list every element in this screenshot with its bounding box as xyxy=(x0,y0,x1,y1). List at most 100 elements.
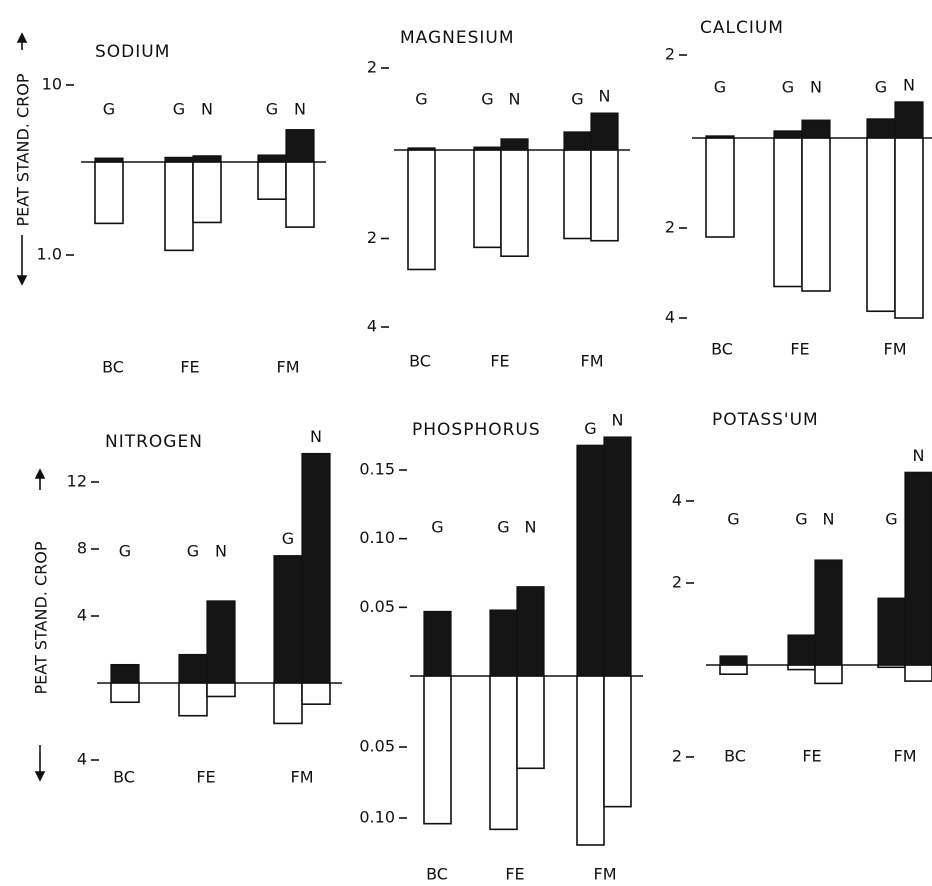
series-label: G xyxy=(481,90,493,109)
x-tick-label: BC xyxy=(113,768,135,787)
series-label: G xyxy=(571,90,583,109)
chart-title: POTASS'UM xyxy=(712,410,819,430)
peat-bar xyxy=(110,682,140,704)
chart-title: MAGNESIUM xyxy=(400,28,515,48)
y-tick-label: 12 xyxy=(67,472,87,491)
crop-bar xyxy=(773,130,803,139)
crop-bar xyxy=(904,471,932,666)
crop-bar xyxy=(719,655,748,666)
x-tick-label: FE xyxy=(196,768,215,787)
crop-bar xyxy=(516,586,545,677)
x-tick-label: FE xyxy=(802,747,821,766)
series-label: G xyxy=(795,510,807,529)
y-tick-label: 8 xyxy=(77,539,87,558)
peat-bar xyxy=(285,161,315,228)
series-label: N xyxy=(903,75,915,94)
series-label: N xyxy=(201,100,213,119)
x-tick-label: BC xyxy=(711,340,733,359)
chart-title: SODIUM xyxy=(95,42,170,62)
crop-bar xyxy=(563,131,592,151)
series-label: G xyxy=(584,419,596,438)
y-tick-label: 4 xyxy=(665,308,675,327)
peat-bar xyxy=(590,149,619,242)
crop-bar xyxy=(705,135,735,139)
series-label: N xyxy=(509,90,521,109)
series-label: N xyxy=(525,518,537,537)
series-label: G xyxy=(497,518,509,537)
x-tick-label: FM xyxy=(276,358,299,377)
crop-bar xyxy=(801,119,831,139)
crop-bar xyxy=(164,156,194,163)
peat-bar xyxy=(164,161,194,252)
y-tick-label: 0.05 xyxy=(359,737,395,756)
y-tick-label: 2 xyxy=(672,573,682,592)
peat-bar xyxy=(719,664,748,675)
peat-bar xyxy=(814,664,843,685)
peat-bar xyxy=(705,137,735,238)
crop-bar xyxy=(110,663,140,684)
x-tick-label: FM xyxy=(893,747,916,766)
y-tick-label: 2 xyxy=(672,747,682,766)
series-label: G xyxy=(119,542,131,561)
y-axis-label: PEAT STAND. CROP xyxy=(32,541,51,694)
series-label: G xyxy=(415,90,427,109)
y-tick-label: 2 xyxy=(367,58,377,77)
series-label: G xyxy=(714,78,726,97)
peat-bar xyxy=(773,137,803,288)
crop-bar xyxy=(178,653,208,684)
peat-bar xyxy=(516,675,545,770)
x-tick-label: FM xyxy=(580,352,603,371)
crop-bar xyxy=(257,154,287,163)
crop-bar xyxy=(407,147,436,151)
arrows xyxy=(16,32,46,782)
series-label: G xyxy=(727,510,739,529)
y-tick-label: 4 xyxy=(672,491,682,510)
peat-bar xyxy=(178,682,208,717)
y-tick-label: 0.10 xyxy=(359,808,395,827)
x-tick-label: BC xyxy=(724,747,746,766)
series-label: G xyxy=(431,518,443,537)
x-tick-label: BC xyxy=(409,352,431,371)
peat-bar xyxy=(206,682,236,698)
peat-bar xyxy=(301,682,331,705)
x-tick-label: FE xyxy=(180,358,199,377)
y-axis-label: PEAT STAND. CROP xyxy=(14,73,33,226)
series-label: N xyxy=(612,411,624,430)
crop-bar xyxy=(301,452,331,684)
peat-bar xyxy=(866,137,896,313)
series-label: G xyxy=(282,529,294,548)
crop-bar xyxy=(206,600,236,684)
x-tick-label: FE xyxy=(790,340,809,359)
series-label: N xyxy=(599,87,611,106)
crop-bar xyxy=(285,129,315,163)
series-label: G xyxy=(875,78,887,97)
series-label: N xyxy=(913,446,925,465)
series-label: G xyxy=(266,100,278,119)
crop-bar xyxy=(192,155,222,163)
peat-bar xyxy=(904,664,932,682)
peat-bar xyxy=(500,149,529,257)
crop-bar xyxy=(590,112,619,151)
peat-bar xyxy=(801,137,831,292)
crop-bar xyxy=(94,157,124,163)
crop-bar xyxy=(473,146,502,151)
series-label: G xyxy=(885,510,897,529)
peat-bar xyxy=(94,161,124,225)
peat-bar xyxy=(489,675,518,831)
peat-bar xyxy=(192,161,222,224)
y-tick-label: 1.0 xyxy=(37,245,62,264)
series-label: N xyxy=(294,100,306,119)
y-tick-label: 4 xyxy=(367,317,377,336)
y-tick-label: 0.15 xyxy=(359,460,395,479)
series-label: G xyxy=(782,78,794,97)
peat-bar xyxy=(257,161,287,201)
crop-bar xyxy=(489,609,518,677)
series-label: G xyxy=(173,100,185,119)
peat-bar xyxy=(894,137,924,319)
x-tick-label: BC xyxy=(102,358,124,377)
y-tick-label: 0.10 xyxy=(359,528,395,547)
y-tick-label: 10 xyxy=(42,75,62,94)
crop-bar xyxy=(814,559,843,666)
series-label: G xyxy=(103,100,115,119)
